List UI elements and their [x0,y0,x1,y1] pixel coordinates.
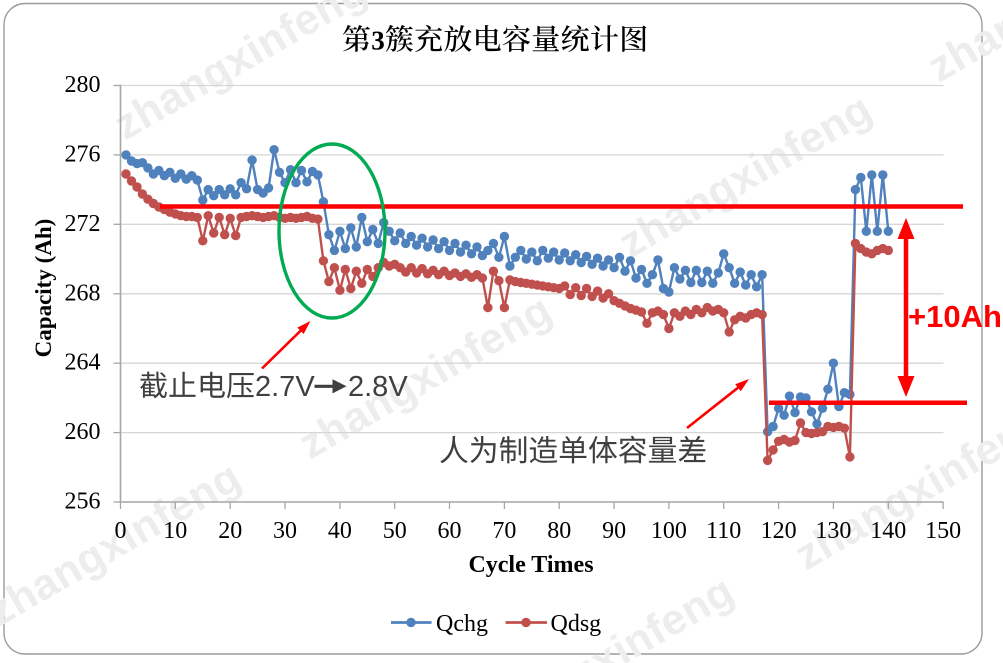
svg-text:70: 70 [492,518,516,544]
svg-text:Qchg: Qchg [436,611,488,637]
svg-text:60: 60 [438,518,462,544]
svg-text:20: 20 [218,518,242,544]
svg-text:120: 120 [761,518,797,544]
svg-text:100: 100 [651,518,687,544]
svg-text:80: 80 [547,518,571,544]
svg-text:40: 40 [328,518,352,544]
svg-text:130: 130 [815,518,851,544]
svg-text:140: 140 [870,518,906,544]
svg-text:Qdsg: Qdsg [551,611,602,637]
svg-text:+10Ah: +10Ah [908,299,1002,334]
svg-text:2.7V: 2.7V [255,371,315,403]
svg-text:30: 30 [273,518,297,544]
svg-text:110: 110 [706,518,741,544]
svg-text:260: 260 [65,419,101,445]
svg-text:272: 272 [65,211,101,237]
svg-text:0: 0 [115,518,127,544]
svg-text:276: 276 [65,141,101,167]
svg-text:150: 150 [925,518,961,544]
svg-text:Capacity (Ah): Capacity (Ah) [31,219,56,358]
svg-text:Cycle Times: Cycle Times [468,552,593,578]
svg-text:280: 280 [65,72,101,98]
svg-text:2.8V: 2.8V [348,371,408,403]
svg-text:10: 10 [163,518,187,544]
svg-text:90: 90 [602,518,626,544]
svg-text:268: 268 [65,280,101,306]
svg-text:3: 3 [371,26,385,56]
svg-text:50: 50 [383,518,407,544]
svg-text:256: 256 [65,489,101,515]
svg-text:264: 264 [65,350,101,376]
